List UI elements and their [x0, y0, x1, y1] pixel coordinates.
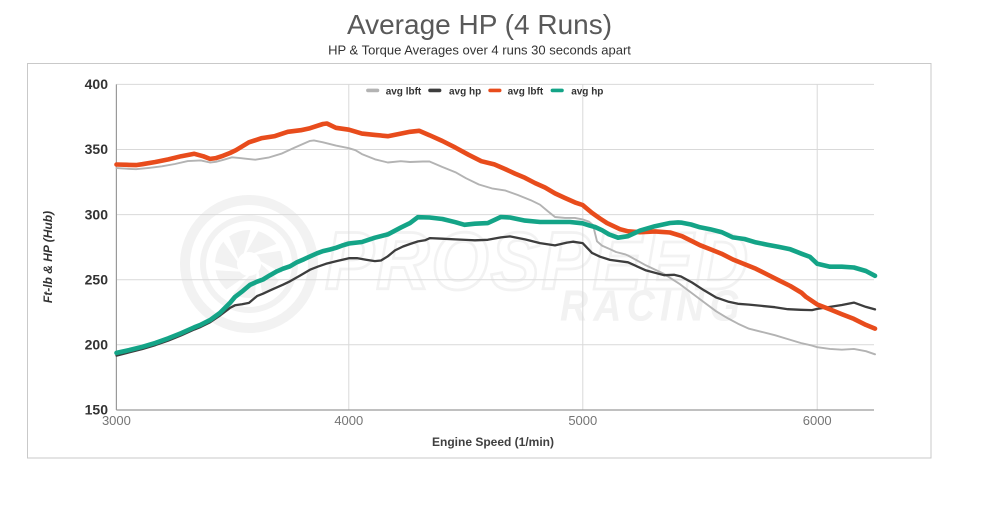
svg-text:Average HP (4 Runs): Average HP (4 Runs): [347, 9, 612, 40]
svg-text:avg hp: avg hp: [449, 86, 481, 97]
svg-text:4000: 4000: [334, 413, 363, 428]
svg-text:150: 150: [85, 402, 109, 418]
svg-text:300: 300: [85, 206, 109, 222]
svg-text:250: 250: [85, 271, 109, 287]
svg-text:avg hp: avg hp: [571, 86, 603, 97]
svg-text:350: 350: [85, 141, 109, 157]
svg-text:HP & Torque Averages over 4 ru: HP & Torque Averages over 4 runs 30 seco…: [328, 43, 631, 58]
svg-text:5000: 5000: [568, 413, 597, 428]
svg-text:3000: 3000: [102, 413, 131, 428]
svg-text:200: 200: [85, 337, 109, 353]
svg-text:avg lbft: avg lbft: [508, 86, 544, 97]
svg-text:400: 400: [85, 76, 109, 92]
svg-text:avg lbft: avg lbft: [386, 86, 422, 97]
svg-text:RACING: RACING: [560, 282, 745, 331]
svg-text:Ft-lb & HP (Hub): Ft-lb & HP (Hub): [41, 211, 55, 303]
svg-text:Engine Speed (1/min): Engine Speed (1/min): [432, 435, 554, 449]
svg-text:6000: 6000: [803, 413, 832, 428]
